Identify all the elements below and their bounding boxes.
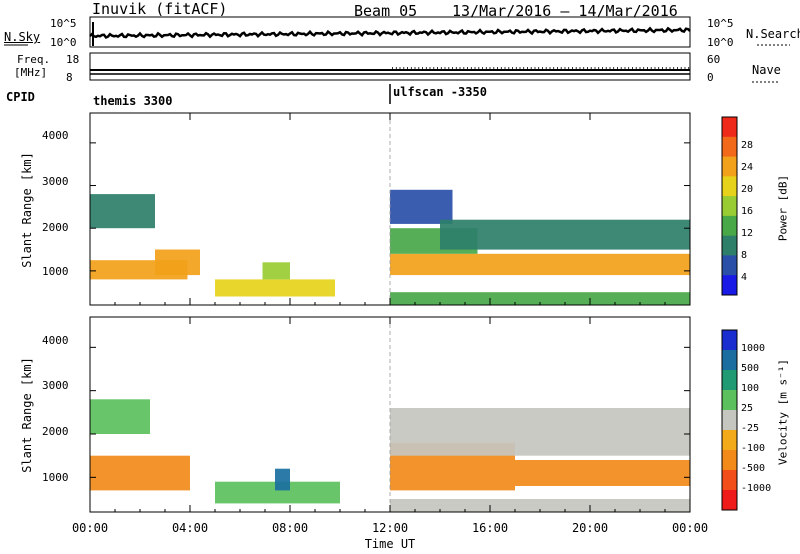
xtick-1200: 12:00 [371,521,409,535]
nave-tick-bottom: 0 [707,71,714,84]
velocity-cbar-swatch-3 [722,390,737,411]
power-cbar-tick-20: 20 [741,184,754,195]
power-region-5 [390,253,690,276]
power-cbar-swatch-1 [722,136,737,158]
power-ytick-4000: 4000 [42,129,69,142]
nsky-panel [89,16,691,48]
power-cbar-swatch-0 [722,117,737,138]
velocity-region-1 [90,399,150,434]
velocity-cbar-swatch-7 [722,470,737,491]
date-range: 13/Mar/2016 – 14/Mar/2016 [452,2,678,20]
power-ytick-1000: 1000 [42,265,69,278]
xtick-0000-end: 00:00 [671,521,709,535]
xtick-0400: 04:00 [171,521,209,535]
power-cbar-frame [721,116,738,296]
xtick-2000: 20:00 [571,521,609,535]
xtick-0000: 00:00 [71,521,109,535]
velocity-region-5 [390,408,690,456]
power-cbar-tick-8: 8 [741,250,748,261]
power-ytick-2000: 2000 [42,221,69,234]
velocity-cbar-swatch-1 [722,350,737,371]
xtick-1600: 16:00 [471,521,509,535]
power-cbar-tick-12: 12 [741,228,754,239]
velocity-cbar-swatch-2 [722,370,737,391]
power-cbar-swatch-5 [722,215,737,237]
nsearch-tick-bottom: 10^0 [707,36,734,49]
vel-ytick-4000: 4000 [42,334,69,347]
vel-cbar-tick-1000: 1000 [741,343,766,354]
power-cbar-swatch-6 [722,235,737,256]
xtick-0800: 08:00 [271,521,309,535]
velocity-cbar-swatch-0 [722,330,737,351]
freq-panel [89,52,691,81]
power-cbar-tick-4: 4 [741,272,748,283]
velocity-region-2 [215,481,340,504]
velocity-region-3 [275,468,290,491]
power-region-7 [390,189,453,224]
vel-cbar-tick-neg1000: -1000 [741,483,772,494]
vel-cbar-tick-100: 100 [741,383,760,394]
velocity-cbar-swatch-5 [722,430,737,451]
nsearch-label: N.Search [746,27,800,41]
power-cbar-tick-24: 24 [741,162,754,173]
power-region-3 [215,279,335,297]
xaxis-label: Time UT [364,537,416,551]
nsky-tick-bottom: 10^0 [50,36,77,49]
vel-ytick-2000: 2000 [42,425,69,438]
freq-tick-bottom: 8 [66,71,73,84]
power-region-2 [155,249,200,276]
nsearch-tick-top: 10^5 [707,17,734,30]
vel-ytick-1000: 1000 [42,471,69,484]
freq-label-line1: Freq. [17,53,51,66]
power-cbar-swatch-8 [722,275,737,296]
nsky-trace [89,26,691,40]
beam-label: Beam 05 [354,2,418,20]
cpid-label: CPID [6,90,35,104]
power-cbar-tick-28: 28 [741,140,754,151]
freq-label-line2: [MHz] [14,66,48,79]
vel-cbar-tick-neg25: -25 [741,423,760,434]
cpid-segment-2: ulfscan -3350 [393,85,487,99]
power-region-8 [440,219,690,250]
power-cbar-swatch-2 [722,156,737,177]
vel-ytick-3000: 3000 [42,379,69,392]
power-cbar-swatch-3 [722,176,737,197]
velocity-region-0 [90,455,190,491]
velocity-cbar-frame [721,329,738,511]
cpid-segment-1: themis 3300 [93,94,173,108]
nsky-tick-top: 10^5 [50,17,77,30]
power-region-4 [262,262,290,280]
vel-cbar-tick-500: 500 [741,363,760,374]
power-cbar-swatch-7 [722,255,737,276]
power-ytick-3000: 3000 [42,175,69,188]
vel-cbar-tick-25: 25 [741,403,754,414]
nsky-label: N.Sky [4,30,41,44]
power-region-1 [90,194,155,229]
station-title: Inuvik (fitACF) [92,0,228,18]
velocity-cbar-swatch-6 [722,450,737,471]
power-region-9 [390,292,690,305]
power-cbar-swatch-4 [722,196,737,217]
nave-label: Nave [752,63,781,77]
power-cbar-tick-16: 16 [741,206,754,217]
vel-cbar-tick-neg100: -100 [741,443,766,454]
vel-cbar-tick-neg500: -500 [741,463,766,474]
freq-tick-top: 18 [66,53,80,66]
velocity-region-7 [390,499,690,512]
velocity-region-6 [515,460,690,486]
velocity-cbar-swatch-8 [722,490,737,511]
velocity-cbar-swatch-4 [722,410,737,431]
nave-tick-top: 60 [707,53,721,66]
